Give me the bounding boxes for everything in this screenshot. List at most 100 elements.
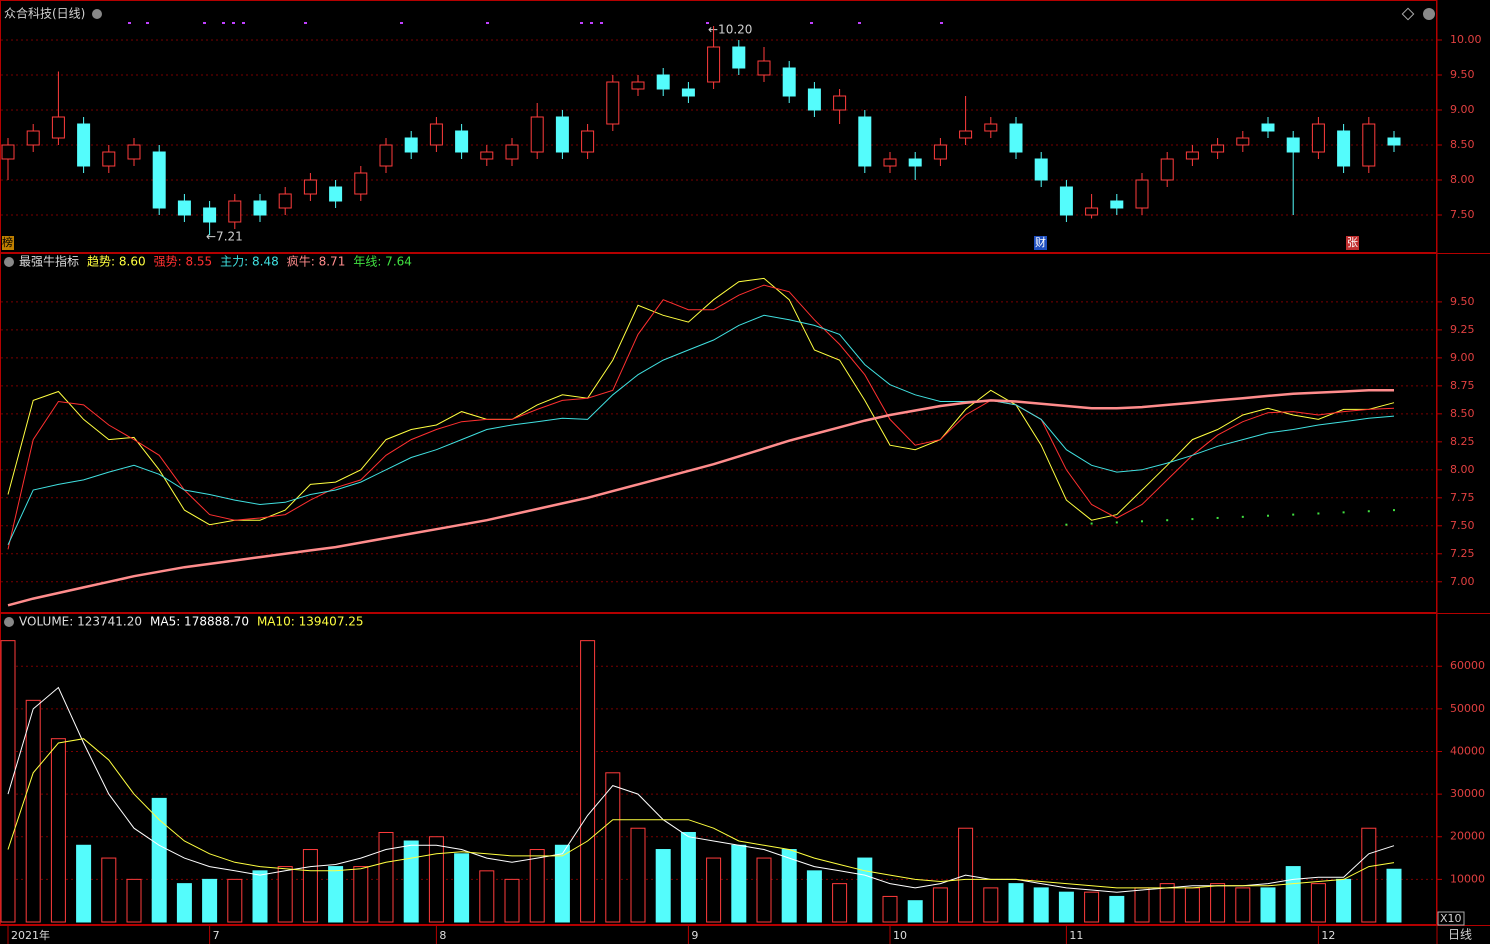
y-tick-label: 60000 xyxy=(1450,659,1485,672)
candle-body xyxy=(807,88,821,111)
x-tick-label: 10 xyxy=(893,929,907,942)
y-tick-label: 20000 xyxy=(1450,830,1485,843)
volume-bar xyxy=(630,827,646,923)
volume-bar xyxy=(1361,827,1377,923)
high-annotation: ←10.20 xyxy=(708,23,752,37)
candle-body xyxy=(127,144,141,160)
line-dot xyxy=(1141,520,1143,523)
volume-bar xyxy=(580,640,596,923)
volume-bar xyxy=(504,878,520,923)
marker-box xyxy=(1346,236,1359,250)
volume-bar xyxy=(706,857,722,923)
y-tick-label: 9.00 xyxy=(1450,351,1475,364)
legend-title: 最强牛指标 xyxy=(19,254,79,269)
legend-entry: 疯牛: 8.71 xyxy=(287,254,346,269)
diamond-button[interactable] xyxy=(1401,7,1415,21)
candle-body xyxy=(530,116,544,153)
menu-icon[interactable] xyxy=(4,257,14,267)
volume-bar xyxy=(403,840,419,923)
y-tick-label: 30000 xyxy=(1450,787,1485,800)
line-dot xyxy=(1065,523,1068,526)
y-tick-label: 9.50 xyxy=(1450,295,1475,308)
candle-body xyxy=(1286,137,1300,153)
line-dot xyxy=(1166,519,1169,522)
volume-bar xyxy=(302,849,318,923)
y-tick-label: 10.00 xyxy=(1450,33,1482,46)
volume-bar xyxy=(378,831,394,923)
candle-body xyxy=(1110,200,1124,209)
y-tick-label: 9.25 xyxy=(1450,323,1475,336)
volume-bar xyxy=(50,738,66,923)
scale-box xyxy=(1437,911,1465,926)
volume-bar xyxy=(1260,887,1276,923)
period-label: 日线 xyxy=(1448,928,1472,942)
volume-bar xyxy=(605,772,621,923)
legend-entry: 年线: 7.64 xyxy=(353,255,412,269)
candle-body xyxy=(329,186,343,202)
volume-bar xyxy=(101,857,117,923)
volume-bar xyxy=(1134,887,1150,923)
volume-bar xyxy=(428,836,444,923)
volume-bar xyxy=(832,883,848,923)
candle-body xyxy=(253,200,267,216)
line-dot xyxy=(1241,515,1244,518)
candle-body xyxy=(1160,158,1174,181)
volume-bar xyxy=(1210,883,1226,923)
signal-dots xyxy=(128,22,943,24)
candle-body xyxy=(1034,158,1048,181)
candle-body xyxy=(984,123,998,132)
candle-body xyxy=(681,88,695,97)
candle-body xyxy=(833,95,847,111)
candle-body xyxy=(606,81,620,125)
candle-body xyxy=(1236,137,1250,146)
volume-bar xyxy=(176,883,192,923)
marker: 财 xyxy=(1035,235,1046,249)
candle-body xyxy=(1311,123,1325,153)
x-tick-label: 8 xyxy=(439,929,446,942)
candle-body xyxy=(1059,186,1073,216)
volume-bar xyxy=(857,857,873,923)
candle-body xyxy=(782,67,796,97)
candle-body xyxy=(757,60,771,76)
candle-body xyxy=(203,207,217,223)
marker-box xyxy=(1034,236,1047,250)
candle-body xyxy=(1362,123,1376,167)
volume-bar xyxy=(655,849,671,923)
volume-bar xyxy=(731,844,747,923)
menu-icon[interactable] xyxy=(92,9,102,19)
volume-bar xyxy=(756,857,772,923)
close-button[interactable] xyxy=(1423,8,1435,20)
volume-bar xyxy=(202,878,218,923)
y-tick-label: 8.25 xyxy=(1450,435,1475,448)
candle-body xyxy=(1387,137,1401,146)
x-tick-label: 11 xyxy=(1069,929,1083,942)
line-dot xyxy=(1317,512,1320,515)
candle-body xyxy=(1009,123,1023,153)
volume-bar xyxy=(25,699,41,923)
volume-bar xyxy=(353,866,369,923)
volume-bar xyxy=(1008,883,1024,923)
candle-body xyxy=(1085,207,1099,216)
volume-bar xyxy=(0,640,16,923)
candle-body xyxy=(656,74,670,90)
volume-bar xyxy=(932,887,948,923)
volume-bar xyxy=(277,866,293,923)
line-dot xyxy=(1367,510,1370,513)
menu-icon[interactable] xyxy=(4,617,14,627)
x-tick-label: 12 xyxy=(1321,929,1335,942)
candle-body xyxy=(102,151,116,167)
candle-body xyxy=(581,130,595,153)
candle-body xyxy=(228,200,242,223)
volume-bar xyxy=(1235,887,1251,923)
candle-body xyxy=(379,144,393,167)
y-tick-label: 40000 xyxy=(1450,744,1485,757)
y-tick-label: 8.75 xyxy=(1450,379,1475,392)
candle-body xyxy=(26,130,40,146)
candle-body xyxy=(858,116,872,167)
volume-bar xyxy=(76,844,92,923)
series-line xyxy=(7,314,1395,546)
volume-bar xyxy=(151,797,167,923)
volume-bar xyxy=(983,887,999,923)
